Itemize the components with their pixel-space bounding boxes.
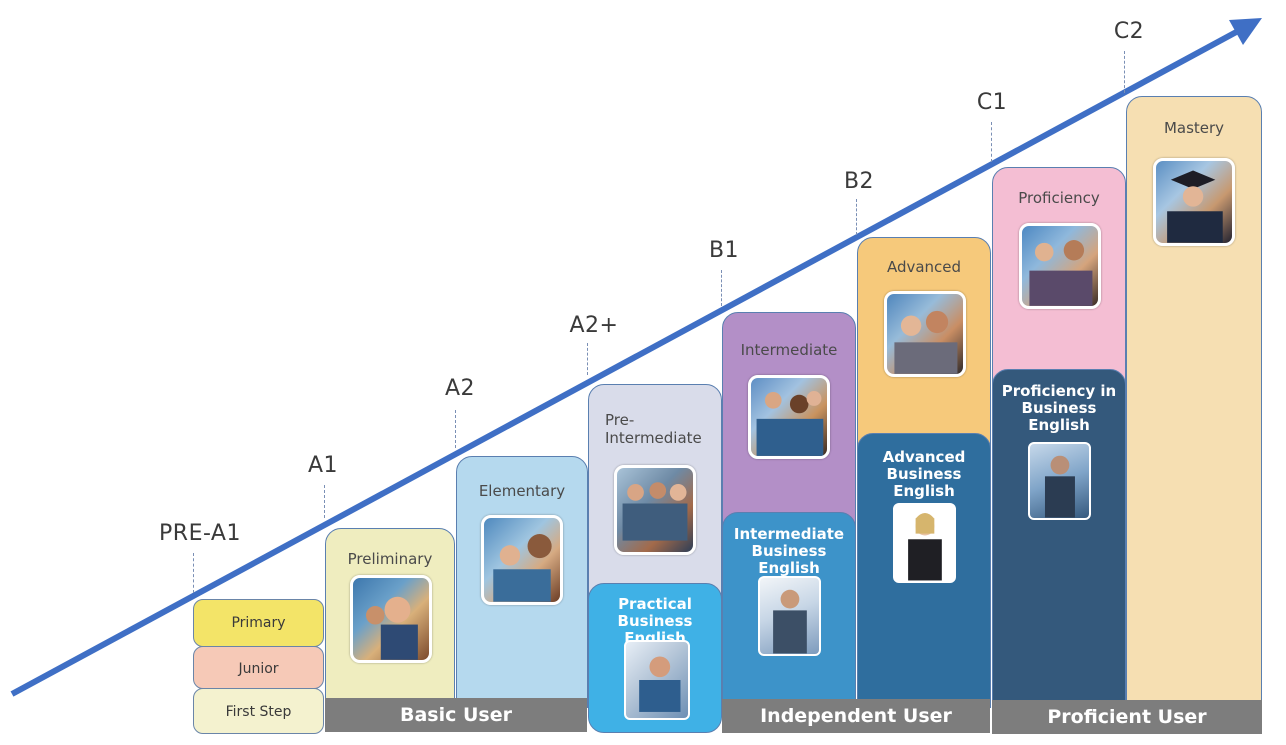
level-label-b1: B1 <box>708 238 740 263</box>
card-advanced-business-english: Advanced Business English <box>857 433 991 708</box>
level-label-c2: C2 <box>1113 19 1145 44</box>
photo-pre-intermediate <box>614 465 696 555</box>
photo-advanced-business <box>893 503 956 583</box>
level-tick <box>991 122 992 162</box>
card-title: Intermediate <box>740 341 838 359</box>
card-intermediate-business-english: Intermediate Business English <box>722 512 856 708</box>
level-tick <box>587 343 588 375</box>
photo-mastery <box>1153 158 1235 246</box>
card-title: Mastery <box>1163 119 1225 137</box>
card-title: Primary <box>231 615 286 631</box>
card-primary: Primary <box>193 599 324 647</box>
card-elementary: Elementary <box>456 456 588 708</box>
photo-practical-business <box>624 640 690 720</box>
level-label-a1: A1 <box>307 453 339 478</box>
level-tick <box>1124 51 1125 93</box>
card-title: Elementary <box>478 482 566 500</box>
card-title: Proficiency <box>1018 189 1100 207</box>
level-tick <box>721 270 722 306</box>
bar-independent-user: Independent User <box>722 699 990 733</box>
level-label-a2-plus: A2+ <box>569 313 619 338</box>
card-title: Proficiency in Business English <box>1001 382 1117 434</box>
level-label-c1: C1 <box>976 90 1008 115</box>
card-title: Pre- Intermediate <box>605 411 702 447</box>
card-title: Advanced Business English <box>882 448 966 500</box>
photo-preliminary <box>350 575 432 663</box>
photo-intermediate <box>748 375 830 459</box>
photo-proficiency-business <box>1028 442 1091 520</box>
photo-elementary <box>481 515 563 605</box>
bar-proficient-user: Proficient User <box>992 700 1262 734</box>
level-tick <box>856 199 857 235</box>
card-pre-intermediate: Pre- Intermediate <box>588 384 722 708</box>
card-title: First Step <box>225 704 292 720</box>
card-proficiency-business-english: Proficiency in Business English <box>992 369 1126 708</box>
level-tick <box>324 485 325 518</box>
level-label-pre-a1: PRE-A1 <box>159 521 241 546</box>
card-title: Intermediate Business English <box>733 525 845 577</box>
photo-advanced <box>884 291 966 377</box>
card-first-step: First Step <box>193 688 324 734</box>
card-practical-business-english: Practical Business English <box>588 583 722 733</box>
bar-basic-user: Basic User <box>325 698 587 732</box>
card-mastery: Mastery <box>1126 96 1262 708</box>
photo-intermediate-business <box>758 576 821 656</box>
level-tick <box>455 410 456 448</box>
level-label-b2: B2 <box>843 169 875 194</box>
card-title: Junior <box>238 661 279 677</box>
level-tick <box>193 553 194 593</box>
card-junior: Junior <box>193 646 324 689</box>
card-title: Advanced <box>886 258 962 276</box>
card-preliminary: Preliminary <box>325 528 455 708</box>
card-title: Preliminary <box>347 550 433 568</box>
level-label-a2: A2 <box>444 376 476 401</box>
photo-proficiency <box>1019 223 1101 309</box>
